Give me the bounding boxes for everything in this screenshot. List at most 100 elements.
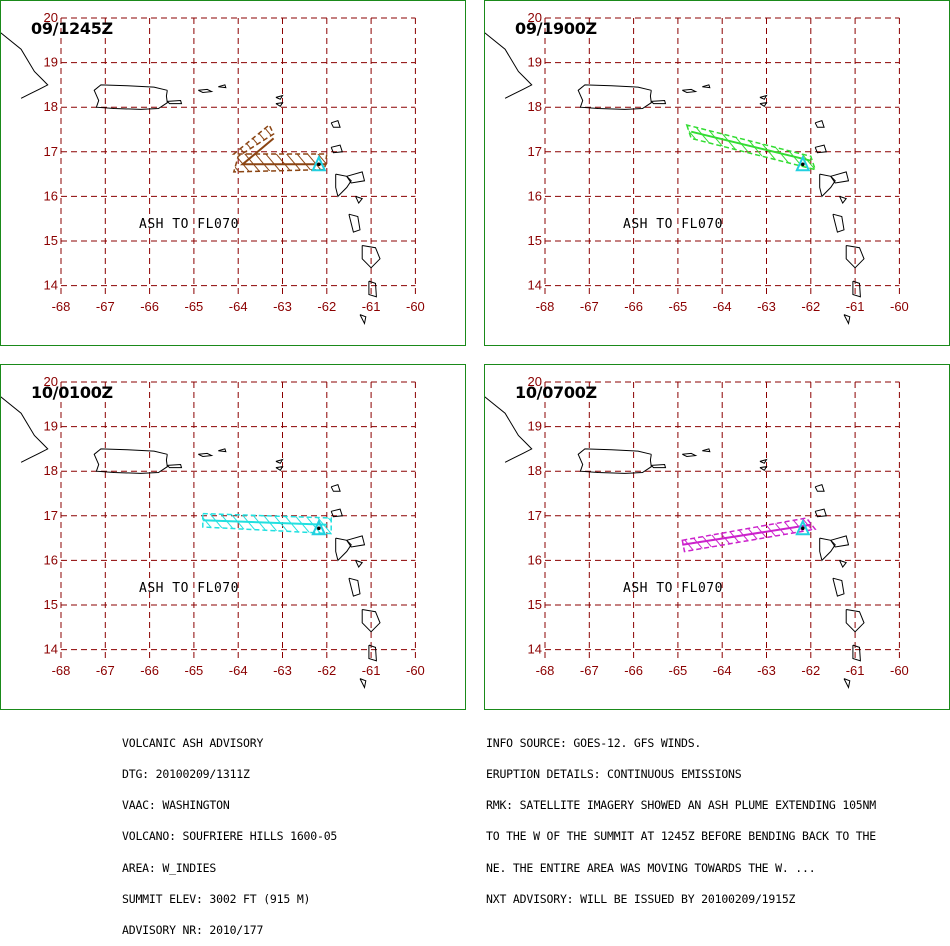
info-source: INFO SOURCE: GOES-12. GFS WINDS. bbox=[486, 735, 702, 750]
lon-tick-label: -62 bbox=[317, 299, 336, 314]
lon-tick-label: -66 bbox=[140, 663, 159, 678]
coastline-marie bbox=[355, 559, 364, 569]
lat-tick-label: 15 bbox=[528, 233, 542, 248]
coastline-isl2 bbox=[702, 448, 711, 453]
panel-time-label: 10/0700Z bbox=[515, 383, 597, 402]
coastline-guad2 bbox=[346, 535, 366, 548]
ash-plume-axis bbox=[682, 523, 811, 546]
coastline-isl2 bbox=[702, 84, 711, 89]
coastline-vinc bbox=[359, 678, 367, 690]
coastline-barb bbox=[814, 119, 825, 128]
coastline-marie bbox=[355, 195, 364, 205]
ash-level-label: ASH TO FL070 bbox=[139, 581, 239, 596]
coastline-angu bbox=[759, 94, 768, 100]
coastline-angu bbox=[275, 458, 284, 464]
lat-tick-label: 14 bbox=[44, 278, 58, 293]
coastline-stmart bbox=[275, 102, 284, 107]
coastline-pr bbox=[93, 84, 168, 110]
coastline-antig bbox=[814, 508, 827, 518]
lon-tick-label: -63 bbox=[273, 663, 292, 678]
coastline-vinc bbox=[359, 314, 367, 326]
coastline-guad bbox=[819, 173, 836, 198]
coastline-mart bbox=[361, 245, 381, 269]
lon-tick-label: -68 bbox=[52, 299, 71, 314]
coastline-stmart bbox=[759, 102, 768, 107]
coastline-guad2 bbox=[830, 535, 850, 548]
panel-time-label: 09/1245Z bbox=[31, 19, 113, 38]
coastline-mart bbox=[361, 609, 381, 633]
ash-plume-area bbox=[202, 512, 332, 535]
coastline-lucia bbox=[852, 644, 861, 662]
lon-tick-label: -68 bbox=[536, 299, 555, 314]
volcano-summit-dot bbox=[801, 526, 805, 531]
lat-tick-label: 16 bbox=[528, 188, 542, 203]
volcano-marker-icon bbox=[311, 518, 327, 536]
lon-tick-label: -64 bbox=[229, 299, 248, 314]
lat-tick-label: 16 bbox=[44, 552, 58, 567]
coastline-vieq bbox=[166, 99, 183, 105]
lat-tick-label: 17 bbox=[44, 508, 58, 523]
lon-tick-label: -65 bbox=[185, 299, 204, 314]
lat-tick-label: 14 bbox=[528, 278, 542, 293]
coastline-isl1 bbox=[682, 88, 698, 94]
lat-tick-label: 15 bbox=[44, 233, 58, 248]
coastline-vieq bbox=[650, 463, 667, 469]
coastline-dom bbox=[832, 213, 845, 233]
lon-tick-label: -61 bbox=[362, 299, 381, 314]
lon-tick-label: -61 bbox=[846, 299, 865, 314]
coastline-guad bbox=[335, 173, 352, 198]
lon-tick-label: -60 bbox=[406, 663, 425, 678]
coastline-guad bbox=[335, 537, 352, 562]
coastline-isl2 bbox=[218, 448, 227, 453]
lon-tick-label: -64 bbox=[229, 663, 248, 678]
coastline-lucia bbox=[852, 280, 861, 298]
lat-tick-label: 17 bbox=[528, 144, 542, 159]
lon-tick-label: -60 bbox=[406, 299, 425, 314]
coastline-isl1 bbox=[198, 88, 214, 94]
volcano-summit-dot bbox=[801, 162, 805, 167]
map-svg: -68 -67 -66 -65 -64 -63 -62 -61 -60 20 19 18 17 16 15 1… bbox=[1, 10, 425, 326]
remark-line-3: NE. THE ENTIRE AREA WAS MOVING TOWARDS T… bbox=[486, 860, 816, 875]
volcano-summit-dot bbox=[317, 526, 321, 531]
lon-tick-label: -61 bbox=[362, 663, 381, 678]
lon-tick-label: -64 bbox=[713, 663, 732, 678]
coastline-pr bbox=[577, 84, 652, 110]
volcano-summit-dot bbox=[317, 162, 321, 167]
forecast-panel-0919: -68 -67 -66 -65 -64 -63 -62 -61 -60 20 19 18 17 16 15 1… bbox=[484, 0, 950, 346]
volcano-marker-icon bbox=[795, 154, 811, 172]
forecast-panel-1001: -68 -67 -66 -65 -64 -63 -62 -61 -60 20 19 18 17 16 15 1… bbox=[0, 364, 466, 710]
map-svg: -68 -67 -66 -65 -64 -63 -62 -61 -60 20 19 18 17 16 15 1… bbox=[485, 374, 909, 690]
ash-plume-area bbox=[231, 123, 328, 173]
lat-tick-label: 20 bbox=[44, 374, 58, 389]
lat-tick-label: 19 bbox=[528, 55, 542, 70]
lat-tick-label: 14 bbox=[44, 642, 58, 657]
advisory-vaac: VAAC: WASHINGTON bbox=[122, 798, 230, 813]
forecast-panel-1007: -68 -67 -66 -65 -64 -63 -62 -61 -60 20 19 18 17 16 15 1… bbox=[484, 364, 950, 710]
coastline-pr bbox=[93, 448, 168, 474]
lon-tick-label: -66 bbox=[624, 299, 643, 314]
lat-tick-label: 18 bbox=[528, 99, 542, 114]
panel-time-label: 09/1900Z bbox=[515, 19, 597, 38]
lat-tick-label: 18 bbox=[528, 463, 542, 478]
coastline-vieq bbox=[650, 99, 667, 105]
coastline-guad2 bbox=[346, 171, 366, 184]
advisory-volcano: VOLCANO: SOUFRIERE HILLS 1600-05 bbox=[122, 829, 338, 844]
advisory-details-block: INFO SOURCE: GOES-12. GFS WINDS. ERUPTIO… bbox=[486, 717, 876, 915]
coastline-dom bbox=[348, 577, 361, 597]
coastline-hisp bbox=[1, 396, 49, 463]
coastline-lucia bbox=[368, 280, 377, 298]
lon-tick-label: -64 bbox=[713, 299, 732, 314]
coastline-pr bbox=[577, 448, 652, 474]
coastline-antig bbox=[330, 144, 343, 154]
coastline-dom bbox=[348, 213, 361, 233]
ash-plume-axis bbox=[202, 519, 327, 526]
lat-tick-label: 18 bbox=[44, 99, 58, 114]
lon-tick-label: -65 bbox=[185, 663, 204, 678]
lon-tick-label: -60 bbox=[890, 299, 909, 314]
advisory-header-block: VOLCANIC ASH ADVISORY DTG: 20100209/1311… bbox=[122, 717, 337, 946]
lat-tick-label: 15 bbox=[44, 597, 58, 612]
coastline-dom bbox=[832, 577, 845, 597]
coastline-guad bbox=[819, 537, 836, 562]
lon-tick-label: -68 bbox=[536, 663, 555, 678]
coastline-vieq bbox=[166, 463, 183, 469]
